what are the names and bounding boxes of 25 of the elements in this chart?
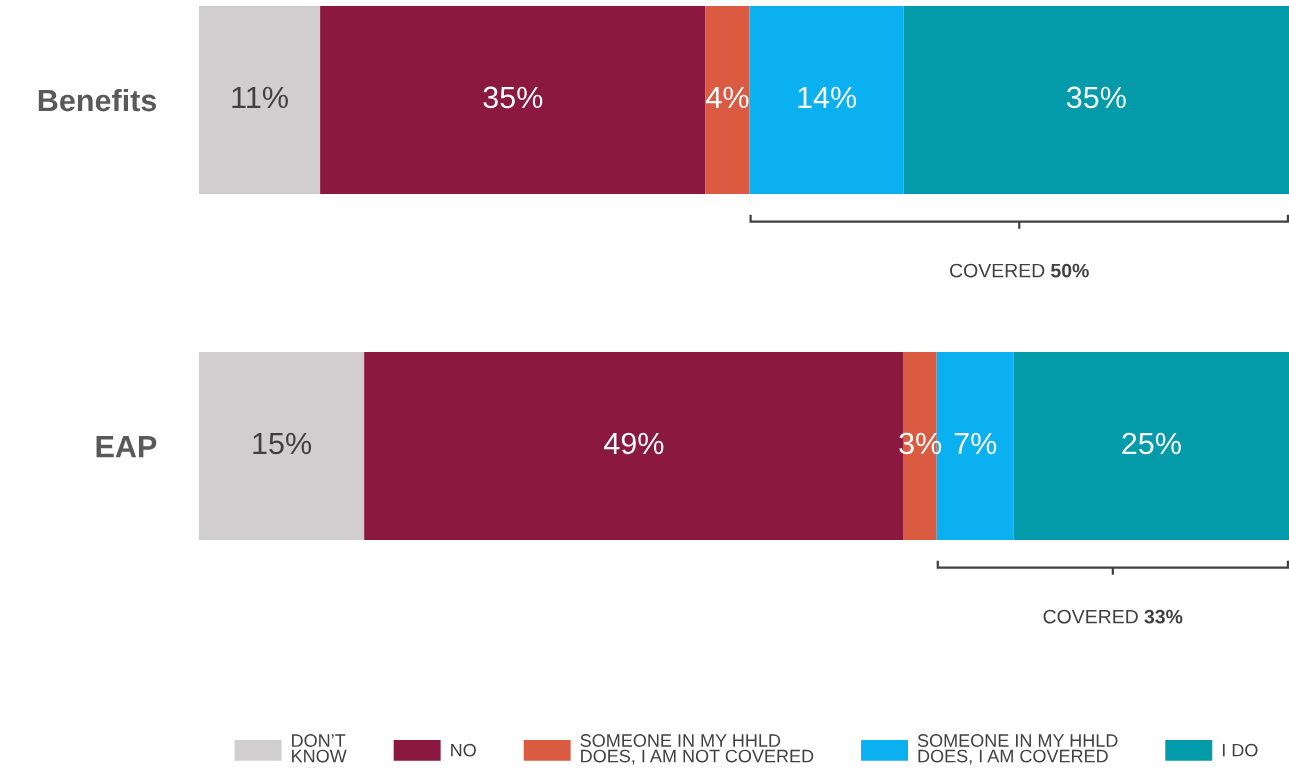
- data-label: 11%: [232, 86, 288, 109]
- bar: [199, 352, 365, 541]
- bar: [749, 6, 904, 194]
- legend-label: SOMEONE IN MY HHLD DOES, I AM COVERED: [917, 734, 1118, 765]
- bar: [320, 6, 706, 194]
- bar: [1013, 352, 1289, 541]
- data-label: 35%: [1066, 86, 1126, 109]
- data-label: 7%: [954, 432, 997, 455]
- legend-label: SOMEONE IN MY HHLD DOES, I AM NOT COVERED: [580, 734, 814, 765]
- data-label: 14%: [798, 86, 857, 109]
- annotation: COVERED 50%: [950, 263, 1089, 278]
- data-label: 35%: [483, 86, 543, 109]
- bar: [199, 6, 321, 194]
- bar: [705, 6, 750, 194]
- bar: [903, 6, 1289, 194]
- data-label: 15%: [253, 432, 312, 455]
- legend-label: I DO: [1222, 743, 1258, 757]
- data-label: 25%: [1122, 432, 1181, 455]
- data-label: 49%: [604, 432, 664, 455]
- legend-label: NO: [451, 743, 476, 757]
- data-label: 4%: [706, 86, 749, 109]
- legend-label: DON’T KNOW: [292, 734, 347, 763]
- annotation: COVERED 33%: [1043, 609, 1183, 624]
- y-tick-label: EAP: [96, 436, 157, 458]
- y-tick-label: Benefits: [38, 88, 157, 112]
